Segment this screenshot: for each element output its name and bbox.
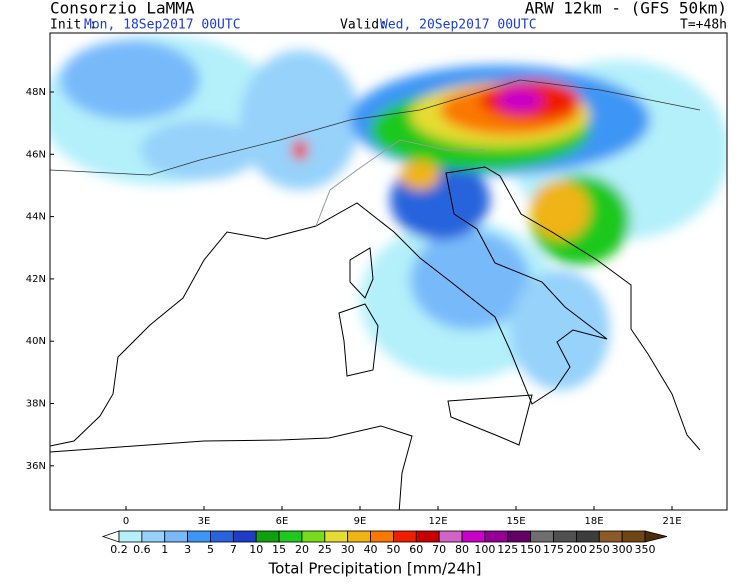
- lat-label: 42N: [26, 274, 46, 285]
- lead-time: T=+48h: [680, 18, 727, 33]
- colorbar-arrow: [101, 530, 120, 543]
- colorbar-swatch: [530, 530, 554, 543]
- colorbar-swatch: [484, 530, 509, 543]
- org: Consorzio LaMMA: [50, 0, 195, 18]
- colorbar-label: 300: [612, 543, 633, 556]
- colorbar-label: 1: [161, 543, 168, 556]
- colorbar-swatch: [324, 530, 349, 543]
- colorbar-label: 15: [272, 543, 286, 556]
- valid-label: Valid:: [340, 18, 387, 33]
- colorbar-swatch: [438, 530, 463, 543]
- colorbar-label: 350: [635, 543, 656, 556]
- colorbar-label: 3: [184, 543, 191, 556]
- colorbar-swatch: [301, 530, 326, 543]
- colorbar-swatch: [232, 530, 257, 543]
- colorbar-swatch: [621, 530, 646, 543]
- colorbar-label: 150: [520, 543, 541, 556]
- colorbar-swatch: [575, 530, 600, 543]
- colorbar-label: 250: [589, 543, 610, 556]
- lon-label: 18E: [584, 516, 603, 527]
- colorbar-label: 40: [364, 543, 378, 556]
- colorbar-swatch: [347, 530, 371, 543]
- coast-africa: [50, 425, 413, 510]
- colorbar-label: 0.2: [110, 543, 128, 556]
- coast-sardinia: [338, 303, 379, 377]
- lon-label: 15E: [506, 516, 525, 527]
- valid-date: Wed, 20Sep2017 00UTC: [380, 18, 537, 33]
- colorbar-label: 0.6: [133, 543, 151, 556]
- map-frame: [49, 32, 728, 511]
- lon-label: 12E: [428, 516, 447, 527]
- border: [50, 79, 701, 176]
- colorbar-swatch: [598, 530, 623, 543]
- colorbar-label: 200: [566, 543, 587, 556]
- colorbar-title: Total Precipitation [mm/24h]: [268, 560, 482, 578]
- colorbar-swatch: [255, 530, 280, 543]
- lon-label: 21E: [662, 516, 681, 527]
- colorbar-label: 125: [497, 543, 518, 556]
- colorbar-swatch: [278, 530, 303, 543]
- colorbar-label: 25: [318, 543, 332, 556]
- colorbar-swatch: [461, 530, 486, 543]
- colorbar-label: 50: [386, 543, 400, 556]
- colorbar: 0.2 0.6 1 3 5 7 10 15 20 25 30 40 50 60 70 80 100 125 150 1…: [101, 530, 668, 556]
- colorbar-label: 10: [249, 543, 263, 556]
- coast-corsica: [349, 247, 374, 299]
- colorbar-swatch: [141, 530, 166, 543]
- coast-sicily: [447, 394, 533, 446]
- lat-label: 38N: [26, 399, 46, 410]
- colorbar-label: 20: [295, 543, 309, 556]
- colorbar-label: 80: [455, 543, 469, 556]
- lon-label: 0: [123, 516, 129, 527]
- lat-label: 36N: [26, 461, 46, 472]
- map: [50, 33, 727, 510]
- lon-label: 9E: [354, 516, 367, 527]
- colorbar-label: 7: [230, 543, 237, 556]
- coast-mainland: [50, 166, 701, 451]
- model: ARW 12km - (GFS 50km): [525, 0, 727, 18]
- colorbar-arrow: [644, 530, 668, 543]
- precip-field: [50, 35, 727, 390]
- colorbar-swatch: [393, 530, 417, 543]
- colorbar-label: 100: [474, 543, 495, 556]
- lat-label: 48N: [26, 87, 46, 98]
- colorbar-label: 5: [207, 543, 214, 556]
- colorbar-swatch: [187, 530, 211, 543]
- colorbar-swatch: [553, 530, 577, 543]
- colorbar-swatch: [507, 530, 532, 543]
- colorbar-swatch: [415, 530, 440, 543]
- colorbar-label: 70: [432, 543, 446, 556]
- colorbar-swatch: [370, 530, 394, 543]
- lon-label: 3E: [198, 516, 211, 527]
- colorbar-label: 175: [543, 543, 564, 556]
- init-date: Mon, 18Sep2017 00UTC: [84, 18, 241, 33]
- lat-label: 40N: [26, 336, 46, 347]
- init-label: Init.:: [50, 18, 97, 33]
- lat-label: 46N: [26, 149, 46, 160]
- colorbar-swatch: [118, 530, 143, 543]
- colorbar-label: 30: [341, 543, 355, 556]
- colorbar-swatch: [210, 530, 234, 543]
- lat-label: 44N: [26, 212, 46, 223]
- colorbar-swatch: [164, 530, 189, 543]
- axes: 48N 46N 44N 42N 40N 38N 36N 0 3E 6E 9E 12E 15E 18E 21E: [26, 87, 682, 527]
- lon-label: 6E: [276, 516, 289, 527]
- border: [315, 139, 485, 227]
- colorbar-label: 60: [409, 543, 423, 556]
